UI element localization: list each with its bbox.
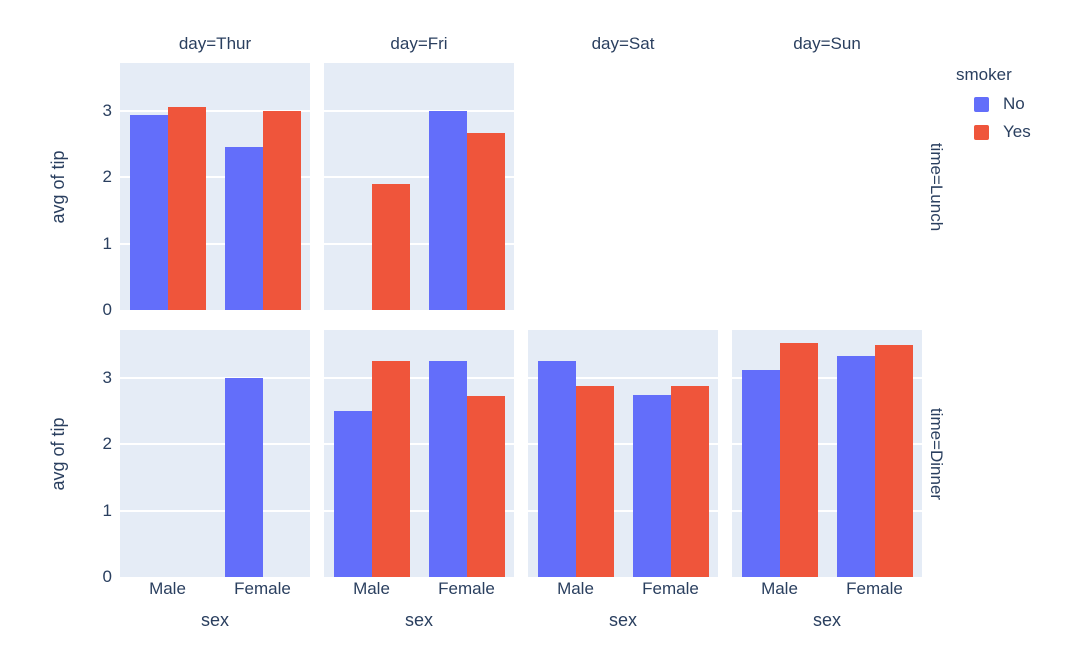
bar-female-yes[interactable]	[466, 132, 505, 310]
legend-swatch-yes	[974, 124, 989, 140]
bar-female-no[interactable]	[428, 110, 467, 310]
x-axis-title: sex	[404, 610, 433, 630]
bar-male-no[interactable]	[741, 369, 780, 577]
y-tick-label: 0	[102, 300, 112, 319]
gridline	[324, 376, 514, 379]
facet-panel-thur-dinner	[120, 330, 310, 577]
gridline	[528, 376, 718, 379]
x-tick-label: Female	[234, 579, 291, 598]
bar-male-no[interactable]	[333, 411, 372, 577]
gridline	[528, 509, 718, 512]
legend-item-label: No	[1003, 94, 1025, 113]
facet-panel-fri-dinner	[324, 330, 514, 577]
bar-male-yes[interactable]	[167, 106, 206, 310]
bar-male-no[interactable]	[129, 114, 168, 310]
bar-female-no[interactable]	[428, 360, 467, 577]
x-tick-label: Male	[149, 579, 186, 598]
bar-female-no[interactable]	[224, 147, 263, 310]
gridline	[120, 242, 310, 245]
y-tick-label: 1	[102, 500, 112, 520]
facet-row-title: time=Dinner	[927, 407, 946, 500]
bar-male-yes[interactable]	[575, 385, 614, 577]
facet-col-title: day=Fri	[390, 34, 448, 53]
x-tick-label: Female	[846, 579, 903, 598]
x-tick-label: Male	[353, 579, 390, 598]
x-tick-label: Male	[557, 579, 594, 598]
bar-female-no[interactable]	[632, 395, 671, 577]
bar-male-yes[interactable]	[371, 183, 410, 310]
y-tick-label: 3	[102, 100, 112, 120]
gridline	[120, 509, 310, 512]
bar-male-no[interactable]	[537, 360, 576, 577]
x-axis-title: sex	[812, 610, 841, 630]
x-tick-label: Male	[761, 579, 798, 598]
gridline	[732, 376, 922, 379]
bar-male-yes[interactable]	[371, 361, 410, 577]
facet-col-title: day=Sat	[591, 34, 655, 53]
legend-swatch-no	[974, 96, 989, 112]
y-tick-label: 2	[102, 167, 112, 187]
bar-female-yes[interactable]	[466, 396, 505, 577]
x-tick-label: Female	[642, 579, 699, 598]
gridline	[324, 242, 514, 245]
bar-female-yes[interactable]	[262, 111, 301, 310]
facet-panel-fri-lunch	[324, 63, 514, 310]
y-axis-title: avg of tip	[48, 149, 68, 224]
y-tick-label: 3	[102, 367, 112, 387]
facet-panel-sat-dinner	[528, 330, 718, 577]
gridline	[120, 176, 310, 179]
gridline	[324, 509, 514, 512]
bar-female-yes[interactable]	[670, 386, 709, 577]
facet-panel-thur-lunch	[120, 63, 310, 310]
facet-panel-sun-dinner	[732, 330, 922, 577]
gridline	[324, 109, 514, 112]
gridline	[324, 443, 514, 446]
legend-item-yes[interactable]: Yes	[956, 121, 1031, 143]
bar-female-no[interactable]	[224, 377, 263, 577]
y-tick-label: 2	[102, 434, 112, 454]
legend-title: smoker	[956, 65, 1012, 84]
gridline	[732, 509, 922, 512]
bar-female-no[interactable]	[836, 355, 875, 577]
gridline	[324, 176, 514, 179]
x-axis-title: sex	[200, 610, 229, 630]
gridline	[732, 443, 922, 446]
y-tick-label: 0	[102, 567, 112, 586]
facet-row-title: time=Lunch	[927, 142, 946, 231]
y-tick-label: 1	[102, 233, 112, 253]
facet-col-title: day=Sun	[793, 34, 861, 53]
bar-male-yes[interactable]	[779, 343, 818, 577]
gridline	[120, 376, 310, 379]
legend: smoker No Yes	[956, 64, 1031, 149]
x-tick-label: Female	[438, 579, 495, 598]
gridline	[120, 443, 310, 446]
facet-col-title: day=Thur	[178, 34, 252, 53]
legend-item-label: Yes	[1003, 122, 1031, 141]
gridline	[120, 109, 310, 112]
legend-item-no[interactable]: No	[956, 93, 1031, 115]
gridline	[528, 443, 718, 446]
x-axis-title: sex	[608, 610, 637, 630]
bar-female-yes[interactable]	[874, 344, 913, 577]
y-axis-title: avg of tip	[48, 416, 68, 491]
